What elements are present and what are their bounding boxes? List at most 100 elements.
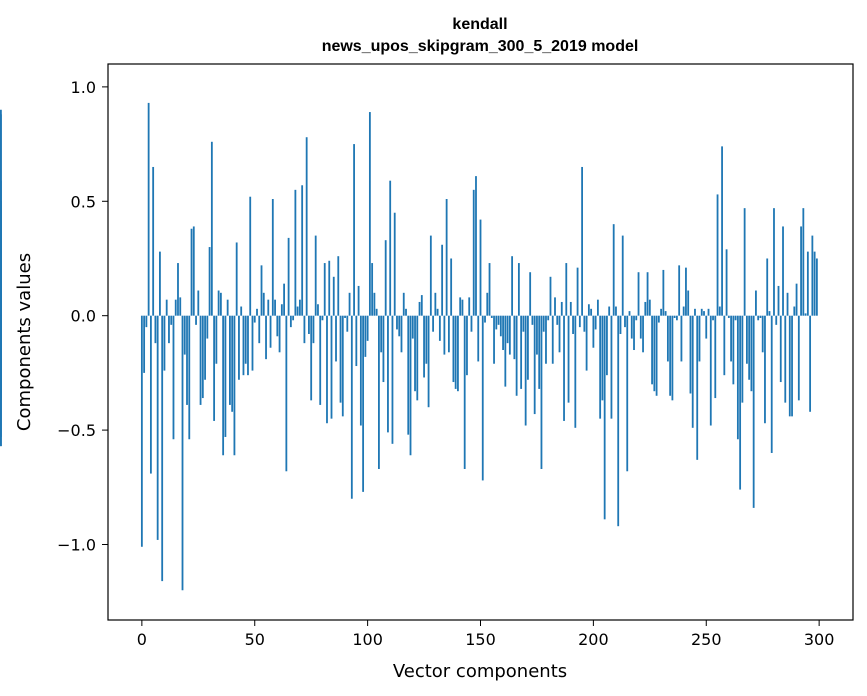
x-tick-label: 250 — [691, 630, 722, 649]
bar — [247, 315, 249, 376]
x-tick-label: 100 — [352, 630, 383, 649]
bar — [305, 137, 308, 316]
bar — [229, 315, 231, 405]
bar — [499, 315, 502, 337]
bar — [258, 315, 261, 344]
bar — [438, 315, 441, 341]
bar — [414, 315, 416, 392]
bar — [608, 306, 611, 316]
bar — [396, 315, 398, 330]
bar — [791, 315, 793, 417]
bar — [470, 315, 473, 332]
bar — [802, 208, 805, 316]
bar — [213, 315, 216, 421]
bar — [319, 315, 322, 405]
bar — [450, 258, 453, 316]
bar — [308, 315, 310, 334]
bar — [653, 315, 656, 392]
bar — [475, 176, 477, 316]
bar — [199, 315, 202, 405]
bar — [718, 306, 721, 316]
bar — [278, 315, 281, 353]
bar — [504, 315, 507, 387]
bar — [655, 315, 658, 396]
bar — [267, 299, 270, 316]
bar — [445, 199, 448, 316]
bar — [637, 272, 640, 316]
bar — [662, 269, 665, 316]
bar — [578, 315, 581, 328]
bar — [538, 315, 541, 389]
bar — [815, 258, 818, 316]
bar — [497, 315, 500, 325]
bar — [170, 315, 173, 325]
bar — [161, 315, 164, 582]
bar — [669, 315, 672, 396]
bar — [594, 315, 597, 330]
bar — [145, 315, 148, 328]
bar — [276, 315, 279, 337]
bar — [335, 315, 337, 362]
bar — [364, 315, 367, 357]
bar — [540, 315, 543, 469]
bar — [179, 297, 182, 316]
bar — [337, 256, 340, 316]
x-tick-label: 150 — [465, 630, 496, 649]
bar — [809, 315, 812, 412]
bar — [759, 315, 762, 318]
bar — [752, 315, 755, 508]
bar — [554, 297, 556, 316]
bar — [355, 315, 358, 367]
bar — [231, 315, 234, 412]
bar — [585, 315, 588, 371]
bar — [219, 292, 222, 316]
bar — [362, 315, 365, 492]
bar — [628, 311, 631, 316]
bar — [800, 226, 802, 316]
bar — [700, 308, 703, 316]
bar — [660, 308, 663, 316]
bar — [569, 301, 572, 316]
bar — [730, 315, 732, 362]
bar — [353, 144, 355, 316]
bar — [149, 315, 152, 474]
bar — [563, 315, 565, 421]
bar — [192, 226, 195, 316]
bar — [689, 315, 692, 394]
bar — [242, 315, 245, 376]
bar — [251, 315, 254, 371]
bar — [240, 306, 243, 316]
bar — [393, 212, 396, 316]
bar — [350, 315, 353, 499]
bar — [560, 301, 563, 316]
bar — [409, 315, 412, 456]
bar — [341, 315, 344, 417]
bar — [326, 315, 328, 424]
plot-frame — [107, 63, 854, 621]
bar — [773, 208, 775, 316]
bar — [583, 315, 586, 332]
bar — [488, 263, 491, 316]
bar — [736, 315, 739, 440]
bar — [459, 297, 462, 316]
bar — [804, 313, 807, 316]
bar — [603, 315, 606, 520]
bar — [168, 315, 170, 344]
bar — [289, 315, 292, 328]
bar — [226, 299, 229, 316]
bar — [635, 315, 638, 321]
bar — [407, 315, 410, 435]
bar — [515, 315, 518, 396]
x-tick-label: 300 — [804, 630, 835, 649]
y-axis-ticks: −1.0 −0.5 0.0 0.5 1.0 — [57, 78, 108, 554]
bar — [788, 315, 791, 417]
bar — [375, 308, 378, 316]
bar — [402, 292, 405, 316]
bar — [524, 315, 527, 426]
bar — [418, 301, 421, 316]
bar — [323, 263, 326, 316]
bar — [506, 315, 509, 344]
bar — [732, 315, 735, 385]
bar — [567, 315, 570, 403]
